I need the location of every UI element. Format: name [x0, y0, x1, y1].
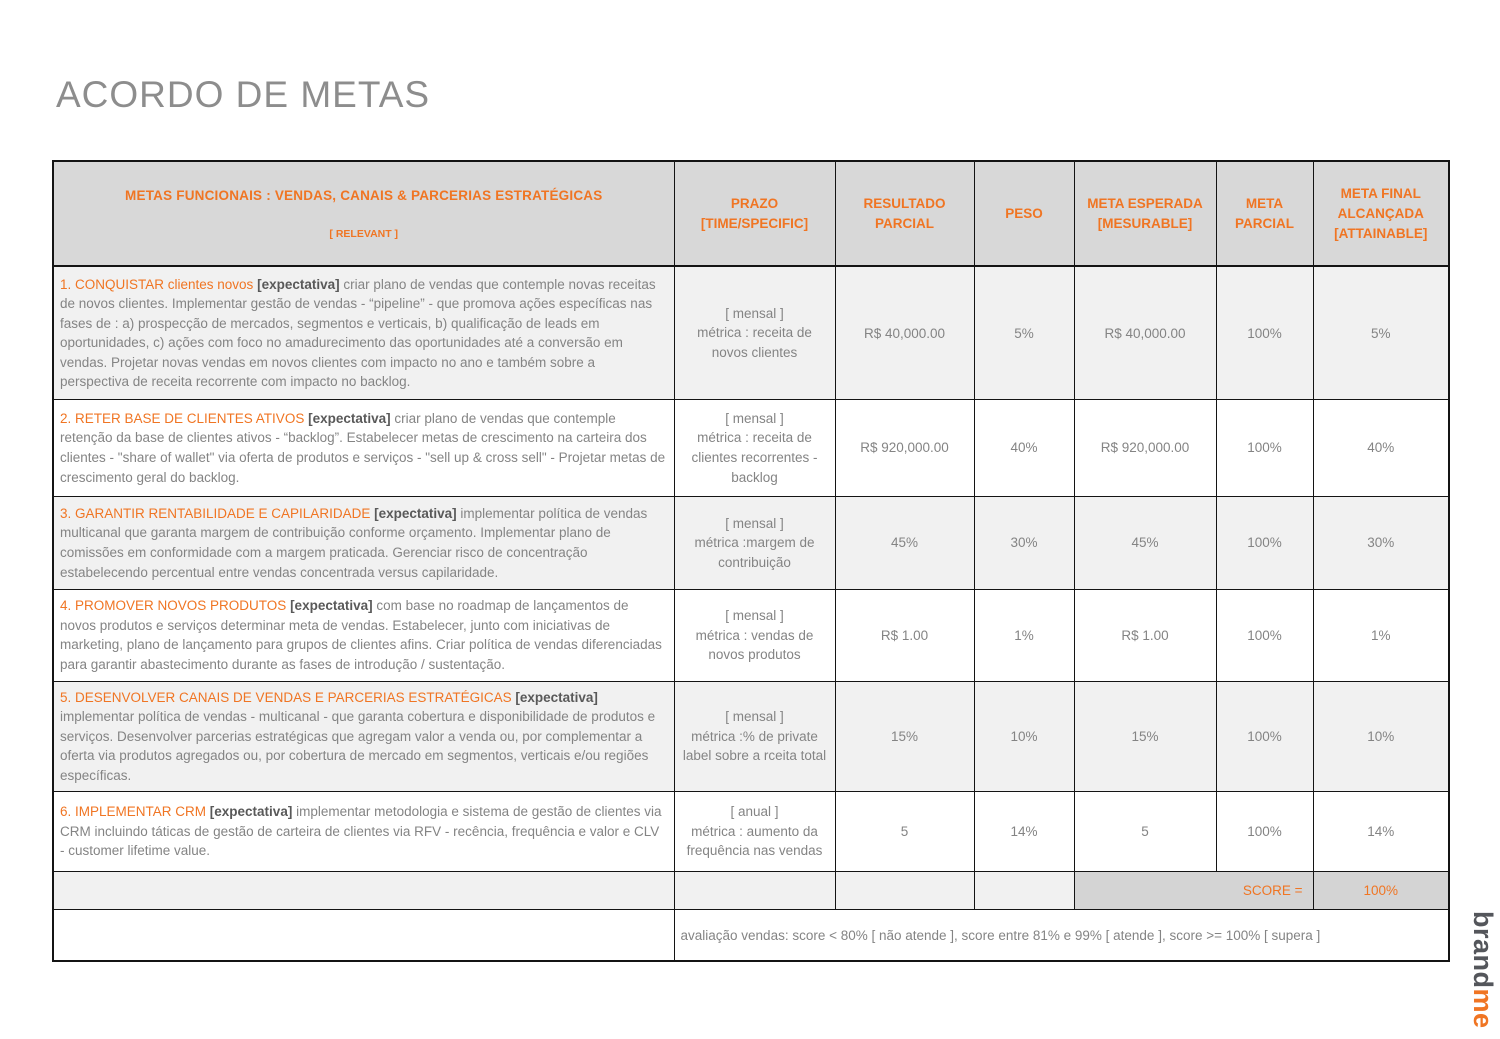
goal-tag: [expectativa] [257, 276, 340, 292]
score-value: 100% [1312, 870, 1450, 910]
peso-cell: 14% [973, 790, 1075, 872]
prazo-cell: [ anual ] métrica : aumento da frequênci… [673, 790, 836, 872]
meta-parcial-cell: 100% [1215, 680, 1314, 792]
column-header-resultado-parcial: RESULTADO PARCIAL [834, 160, 975, 268]
table-header-row: METAS FUNCIONAIS : VENDAS, CANAIS & PARC… [52, 160, 1450, 268]
meta-final-cell: 10% [1312, 680, 1450, 792]
column-header-metas-subtitle: [ RELEVANT ] [329, 227, 399, 240]
peso-cell: 10% [973, 680, 1075, 792]
goal-title: 5. DESENVOLVER CANAIS DE VENDAS E PARCER… [60, 689, 512, 705]
meta-parcial-cell: 100% [1215, 495, 1314, 590]
peso-cell: 30% [973, 495, 1075, 590]
goal-description: implementar metodologia e sistema de ges… [60, 804, 662, 859]
goal-description-cell: 3. GARANTIR RENTABILIDADE E CAPILARIDADE… [52, 495, 675, 590]
column-header-prazo: PRAZO [TIME/SPECIFIC] [673, 160, 836, 268]
goal-tag: [expectativa] [308, 410, 391, 426]
brandme-logo: brandme [1468, 911, 1498, 1029]
peso-cell: 5% [973, 265, 1075, 400]
goal-title: 1. CONQUISTAR clientes novos [60, 276, 254, 292]
score-label: SCORE = [1073, 870, 1314, 910]
column-header-metas: METAS FUNCIONAIS : VENDAS, CANAIS & PARC… [52, 160, 675, 268]
meta-esperada-cell: R$ 40,000.00 [1073, 265, 1217, 400]
meta-esperada-cell: 5 [1073, 790, 1217, 872]
goals-table: METAS FUNCIONAIS : VENDAS, CANAIS & PARC… [52, 160, 1450, 963]
prazo-cell: [ mensal ] métrica :margem de contribuiç… [673, 495, 836, 590]
goal-description: criar plano de vendas que contemple rete… [60, 410, 666, 485]
meta-final-cell: 30% [1312, 495, 1450, 590]
table-row: 3. GARANTIR RENTABILIDADE E CAPILARIDADE… [52, 495, 1450, 590]
goal-title: 3. GARANTIR RENTABILIDADE E CAPILARIDADE [60, 505, 371, 521]
prazo-cell: [ mensal ] métrica : vendas de novos pro… [673, 588, 836, 682]
goal-description-cell: 6. IMPLEMENTAR CRM [expectativa] impleme… [52, 790, 675, 872]
meta-final-cell: 40% [1312, 398, 1450, 497]
empty-cell [52, 908, 675, 962]
column-header-metas-title: METAS FUNCIONAIS : VENDAS, CANAIS & PARC… [125, 187, 603, 203]
meta-esperada-cell: 45% [1073, 495, 1217, 590]
goal-tag: [expectativa] [290, 598, 373, 614]
evaluation-row: avaliação vendas: score < 80% [ não aten… [52, 908, 1450, 962]
column-header-meta-parcial: META PARCIAL [1215, 160, 1314, 268]
goal-description-cell: 4. PROMOVER NOVOS PRODUTOS [expectativa]… [52, 588, 675, 682]
table-row: 6. IMPLEMENTAR CRM [expectativa] impleme… [52, 790, 1450, 872]
meta-parcial-cell: 100% [1215, 265, 1314, 400]
goal-description: implementar política de vendas - multica… [60, 709, 656, 783]
table-row: 4. PROMOVER NOVOS PRODUTOS [expectativa]… [52, 588, 1450, 682]
meta-parcial-cell: 100% [1215, 398, 1314, 497]
empty-cell [834, 870, 975, 910]
meta-esperada-cell: R$ 920,000.00 [1073, 398, 1217, 497]
meta-parcial-cell: 100% [1215, 588, 1314, 682]
column-header-meta-esperada: META ESPERADA [MESURABLE] [1073, 160, 1217, 268]
score-row: SCORE = 100% [52, 870, 1450, 910]
empty-cell [52, 870, 675, 910]
prazo-cell: [ mensal ] métrica :% de private label s… [673, 680, 836, 792]
meta-final-cell: 1% [1312, 588, 1450, 682]
goal-description-cell: 1. CONQUISTAR clientes novos [expectativ… [52, 265, 675, 400]
column-header-meta-final: META FINAL ALCANÇADA [ATTAINABLE] [1312, 160, 1450, 268]
meta-final-cell: 5% [1312, 265, 1450, 400]
goal-tag: [expectativa] [515, 689, 598, 705]
empty-cell [973, 870, 1075, 910]
meta-parcial-cell: 100% [1215, 790, 1314, 872]
brandme-logo-me: me [1468, 988, 1498, 1029]
goal-description: com base no roadmap de lançamentos de no… [60, 598, 662, 673]
goal-title: 4. PROMOVER NOVOS PRODUTOS [60, 598, 287, 614]
meta-final-cell: 14% [1312, 790, 1450, 872]
table-row: 5. DESENVOLVER CANAIS DE VENDAS E PARCER… [52, 680, 1450, 792]
resultado-parcial-cell: 5 [834, 790, 975, 872]
empty-cell [673, 870, 836, 910]
peso-cell: 1% [973, 588, 1075, 682]
prazo-cell: [ mensal ] métrica : receita de clientes… [673, 398, 836, 497]
table-row: 1. CONQUISTAR clientes novos [expectativ… [52, 265, 1450, 400]
prazo-cell: [ mensal ] métrica : receita de novos cl… [673, 265, 836, 400]
goal-description: criar plano de vendas que contemple nova… [60, 276, 656, 390]
goal-description: implementar política de vendas multicana… [60, 505, 648, 580]
resultado-parcial-cell: R$ 920,000.00 [834, 398, 975, 497]
brandme-logo-brand: brand [1468, 911, 1498, 989]
peso-cell: 40% [973, 398, 1075, 497]
meta-esperada-cell: R$ 1.00 [1073, 588, 1217, 682]
resultado-parcial-cell: 15% [834, 680, 975, 792]
resultado-parcial-cell: R$ 40,000.00 [834, 265, 975, 400]
goal-description-cell: 5. DESENVOLVER CANAIS DE VENDAS E PARCER… [52, 680, 675, 792]
goal-description-cell: 2. RETER BASE DE CLIENTES ATIVOS [expect… [52, 398, 675, 497]
column-header-peso: PESO [973, 160, 1075, 268]
table-row: 2. RETER BASE DE CLIENTES ATIVOS [expect… [52, 398, 1450, 497]
meta-esperada-cell: 15% [1073, 680, 1217, 792]
goal-title: 6. IMPLEMENTAR CRM [60, 804, 207, 820]
page-title: ACORDO DE METAS [56, 74, 431, 115]
evaluation-legend: avaliação vendas: score < 80% [ não aten… [673, 908, 1450, 962]
resultado-parcial-cell: 45% [834, 495, 975, 590]
resultado-parcial-cell: R$ 1.00 [834, 588, 975, 682]
goal-tag: [expectativa] [209, 804, 293, 820]
goal-tag: [expectativa] [374, 505, 457, 521]
goal-title: 2. RETER BASE DE CLIENTES ATIVOS [60, 410, 305, 426]
